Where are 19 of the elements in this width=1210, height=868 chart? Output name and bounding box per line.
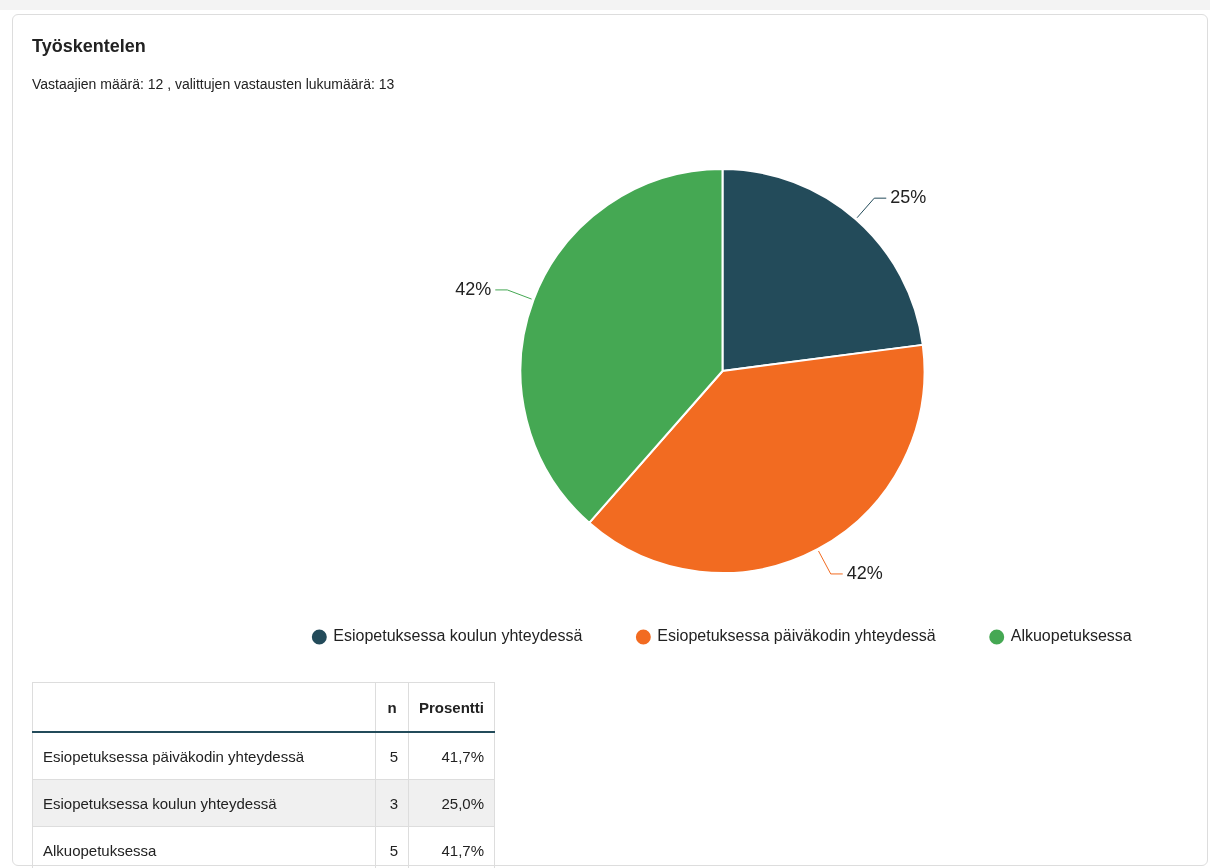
data-label: 42%: [846, 562, 883, 583]
text: Esiopetuksessa päiväkodin yhteydessä: [32, 732, 376, 780]
text: Alkuopetuksessa: [32, 826, 376, 868]
text: Esiopetuksessa koulun yhteydessä: [32, 779, 376, 827]
legend-label: Esiopetuksessa päiväkodin yhteydessä: [657, 627, 936, 645]
text: Työskentelen: [32, 36, 146, 57]
data-label: 25%: [890, 187, 927, 208]
text: 41,7%: [408, 732, 495, 780]
text: 25,0%: [408, 779, 495, 827]
text: 41,7%: [408, 826, 495, 868]
text: 5: [375, 826, 409, 868]
chart-subtitle: Vastaajien määrä: 12 , valittujen vastausten lukumäärä: 13: [32, 76, 395, 92]
data-label: 42%: [455, 278, 492, 299]
legend-label: Alkuopetuksessa: [1010, 627, 1132, 645]
text: n: [375, 682, 409, 732]
text: 3: [375, 779, 409, 827]
text: 5: [375, 732, 409, 780]
legend-label: Esiopetuksessa koulun yhteydessä: [333, 627, 583, 645]
text: Prosentti: [408, 682, 495, 732]
